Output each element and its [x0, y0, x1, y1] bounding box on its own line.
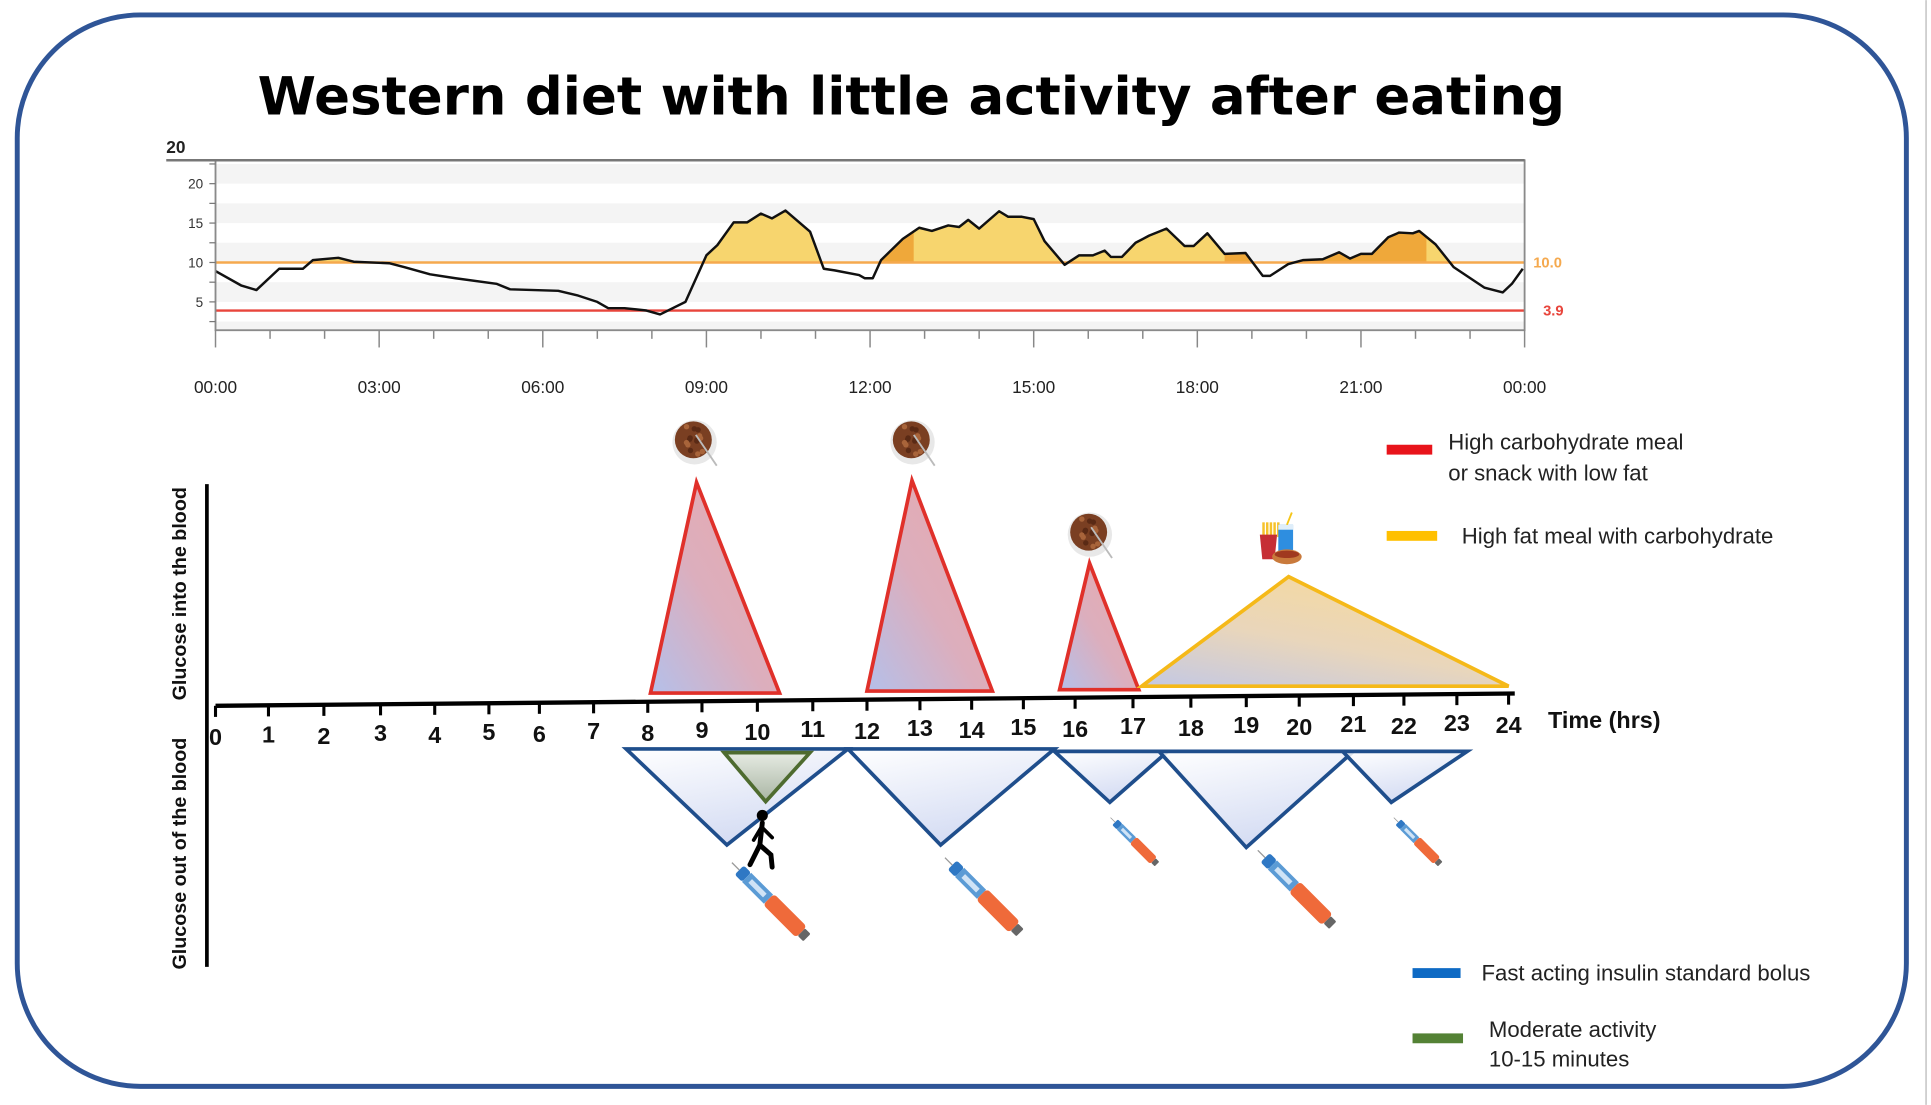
grid-band: [215, 163, 1525, 184]
high-carb-meal-triangle: [864, 473, 996, 693]
hour-tick-label: 19: [1233, 712, 1259, 738]
hour-tick-label: 10: [744, 719, 770, 745]
hour-tick-label: 24: [1496, 712, 1522, 738]
hour-tick-label: 21: [1340, 711, 1366, 737]
insulin-action-triangle: [1049, 749, 1173, 805]
time-axis-line: [215, 691, 1515, 708]
grid-band: [215, 282, 1525, 302]
x-tick-label: 00:00: [194, 377, 237, 397]
threshold-label: 3.9: [1543, 303, 1564, 319]
glucose-chart: 10.0 3.9 20 5 10 15 20 00:00 03:00 06:00 09:00 12:0…: [166, 137, 1564, 397]
hour-tick-label: 8: [641, 720, 654, 746]
legend-label-insulin: Fast acting insulin standard bolus: [1482, 960, 1811, 985]
y-axis-label-bottom: Glucose out of the blood: [169, 738, 191, 970]
legend-swatch-insulin: [1412, 968, 1461, 978]
x-tick-label: 18:00: [1176, 377, 1219, 397]
page-title: Western diet with little activity after …: [258, 67, 1565, 128]
grid-band: [215, 321, 1525, 331]
hour-tick-label: 18: [1178, 715, 1204, 741]
insulin-action-triangle: [1338, 749, 1474, 805]
hour-tick-label: 4: [428, 722, 441, 748]
y-tick-label: 10: [188, 255, 203, 270]
walking-person-icon: [747, 809, 775, 870]
insulin-action-triangle: [1154, 749, 1359, 851]
hour-tick-label: 15: [1010, 714, 1036, 740]
y-tick-label: 15: [188, 216, 203, 231]
high-carb-meal-triangle: [648, 476, 783, 695]
high-carb-meal-triangle: [1057, 557, 1142, 692]
y-axis-label-top: Glucose into the blood: [169, 487, 191, 700]
y-tick-label: 20: [188, 177, 203, 192]
x-tick-label: 12:00: [848, 377, 891, 397]
hour-tick-label: 13: [907, 715, 933, 741]
stray-axis-label: 20: [166, 137, 185, 157]
insulin-pen-icon: [944, 857, 1024, 936]
legend-label-fat: High fat meal with carbohydrate: [1462, 523, 1774, 548]
hour-tick-label: 3: [374, 720, 387, 746]
x-tick-label: 06:00: [521, 377, 564, 397]
x-tick-label: 00:00: [1503, 377, 1546, 397]
x-tick-label: 15:00: [1012, 377, 1055, 397]
insulin-pen-icon: [731, 862, 811, 941]
glucose-line: [214, 209, 1524, 316]
insulin-pen-icon: [1257, 849, 1336, 929]
high-glucose-area: [310, 210, 1450, 263]
activity-triangle: [720, 750, 815, 805]
hour-tick-label: 1: [262, 721, 275, 747]
cereal-bowl-icon: [1067, 512, 1113, 559]
y-tick-label: 5: [196, 295, 204, 310]
cereal-bowl-icon: [672, 420, 718, 467]
grid-band: [215, 203, 1525, 224]
hour-tick-label: 6: [533, 721, 546, 747]
legend-label-activity-2: 10-15 minutes: [1489, 1047, 1629, 1072]
x-tick-label: 03:00: [358, 377, 401, 397]
hour-tick-label: 17: [1120, 713, 1146, 739]
insulin-action-triangle: [843, 747, 1060, 848]
hour-tick-label: 16: [1062, 716, 1088, 742]
hour-tick-label: 2: [317, 723, 330, 749]
frame-border: [14, 12, 1909, 1089]
legend-swatch-carb: [1386, 444, 1433, 455]
hour-tick-label: 11: [800, 716, 825, 742]
hour-tick-label: 9: [695, 717, 708, 743]
fast-food-icon: [1259, 512, 1302, 565]
hour-tick-label: 22: [1391, 713, 1417, 739]
cereal-bowl-icon: [890, 420, 936, 467]
glucose-diagram: 0 1 2 3 4 5 6 7 8 9 10 11 12 13 14 15 16 17 18 19 20 21 22 23 24…: [169, 420, 1661, 970]
insulin-pen-icon: [1393, 817, 1443, 866]
x-tick-label: 09:00: [685, 377, 728, 397]
insulin-pen-icon: [1110, 817, 1159, 866]
hour-tick-label: 12: [854, 718, 880, 744]
hour-tick-label: 5: [482, 719, 495, 745]
legend-swatch-fat: [1386, 530, 1438, 541]
x-axis-label: Time (hrs): [1548, 707, 1661, 733]
x-tick-label: 21:00: [1339, 377, 1382, 397]
hour-tick-label: 7: [587, 718, 600, 744]
hour-tick-label: 14: [959, 717, 985, 743]
legend-label-carb-1: High carbohydrate meal: [1448, 430, 1683, 455]
threshold-label: 10.0: [1533, 255, 1562, 271]
legend-label-carb-2: or snack with low fat: [1448, 460, 1647, 485]
legend-label-activity-1: Moderate activity: [1489, 1017, 1657, 1042]
high-fat-meal-triangle: [1136, 574, 1510, 689]
legend: High carbohydrate meal or snack with low…: [1386, 430, 1811, 1072]
legend-swatch-activity: [1412, 1033, 1464, 1044]
hour-tick-label: 0: [209, 724, 222, 750]
hour-tick-label: 20: [1286, 714, 1312, 740]
hour-tick-label: 23: [1444, 710, 1470, 736]
